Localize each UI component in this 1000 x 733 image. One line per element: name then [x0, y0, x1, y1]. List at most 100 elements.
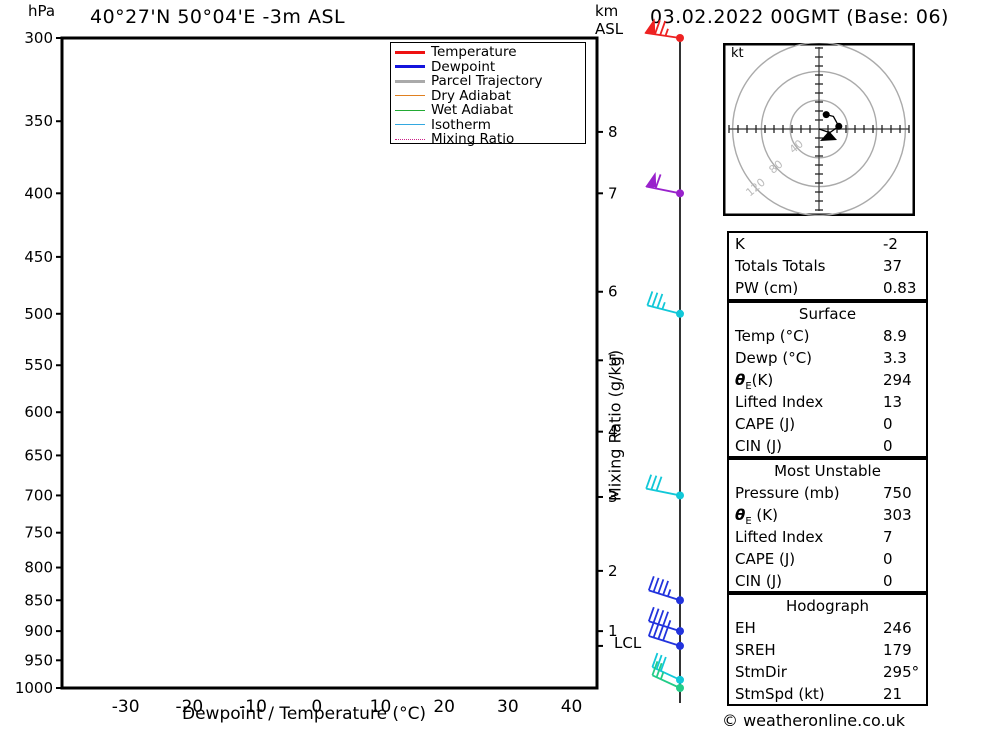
temperature-tick-label: -20 [175, 697, 203, 717]
table-row: SREH 179 [729, 639, 926, 661]
index-value: 294 [883, 371, 912, 389]
legend-item: Parcel Trajectory [391, 74, 585, 89]
temperature-tick-label: 40 [561, 697, 583, 717]
index-value: -2 [883, 235, 898, 253]
index-value: 21 [883, 685, 903, 703]
pressure-tick-label: 750 [24, 524, 53, 542]
pressure-tick-label: 500 [24, 305, 53, 323]
copyright-text: © weatheronline.co.uk [722, 711, 905, 730]
index-label: Temp (°C) [735, 327, 810, 345]
index-label: CIN (J) [735, 437, 783, 455]
wind-barb [645, 474, 684, 500]
wind-barb [647, 576, 684, 605]
pressure-tick-label: 600 [24, 403, 53, 421]
index-value: 750 [883, 484, 912, 502]
index-label: Totals Totals [735, 257, 826, 275]
legend-item: Temperature [391, 45, 585, 60]
legend-label: Dry Adiabat [431, 87, 511, 104]
legend-swatch [395, 95, 425, 97]
legend-item: Dewpoint [391, 59, 585, 75]
index-label: K [735, 235, 745, 253]
table-row: Lifted Index 13 [729, 391, 926, 413]
index-value: 0 [883, 415, 893, 433]
skewt-diagram[interactable]: 2300350400450500550600650700750800850900… [0, 0, 700, 733]
index-label: Lifted Index [735, 393, 824, 411]
altitude-tick-label: 1 [608, 622, 618, 640]
pressure-tick-label: 850 [24, 591, 53, 609]
index-value: 303 [883, 506, 912, 524]
index-value: 0 [883, 572, 893, 590]
pressure-tick-label: 650 [24, 446, 53, 464]
legend-label: Isotherm [431, 116, 491, 133]
pressure-tick-label: 950 [24, 651, 53, 669]
legend: Temperature Dewpoint Parcel Trajectory Dry … [390, 42, 586, 147]
mixing-ratio-axis-label-wrap: Mixing Ratio (g/kg) [597, 340, 625, 540]
index-value: 0 [883, 550, 893, 568]
legend-swatch [395, 109, 425, 111]
index-label: StmDir [735, 663, 787, 681]
legend-item: Wet Adiabat [391, 103, 585, 118]
wind-barb [651, 652, 684, 684]
pressure-tick-label: 700 [24, 486, 53, 504]
index-label: Dewp (°C) [735, 349, 813, 367]
table-row: Lifted Index 7 [729, 526, 926, 548]
mixing-ratio-axis-label: Mixing Ratio (g/kg) [605, 349, 625, 502]
altitude-tick-label: 3 [608, 488, 618, 506]
index-value: 179 [883, 641, 912, 659]
index-value: 0 [883, 437, 893, 455]
index-value: 246 [883, 619, 912, 637]
legend-swatch [395, 124, 425, 126]
index-value: 13 [883, 393, 903, 411]
temperature-tick-label: -30 [112, 697, 140, 717]
pressure-tick-label: 300 [24, 29, 53, 47]
right-axis-unit-asl: ASL [595, 20, 624, 38]
index-value: 8.9 [883, 327, 907, 345]
index-label: CIN (J) [735, 572, 783, 590]
temperature-tick-label: 10 [370, 697, 392, 717]
x-axis-label: Dewpoint / Temperature (°C) [182, 704, 427, 724]
table-row: θE (K) 303 [729, 504, 926, 527]
right-axis-unit-km: km [595, 2, 619, 20]
wind-barb [651, 660, 684, 692]
legend-swatch [395, 138, 425, 140]
indices-summary-table: K -2 Totals Totals 37 PW (cm) 0.83 [727, 231, 928, 301]
table-row: CIN (J) 0 [729, 570, 926, 592]
table-row: EH 246 [729, 617, 926, 639]
index-label: Pressure (mb) [735, 484, 840, 502]
index-label: StmSpd (kt) [735, 685, 825, 703]
hodograph-unit-label: kt [731, 46, 744, 61]
index-label: CAPE (J) [735, 550, 796, 568]
wind-barb [644, 18, 684, 42]
table-row: PW (cm) 0.83 [729, 277, 926, 299]
table-row: Dewp (°C) 3.3 [729, 347, 926, 369]
legend-swatch [395, 50, 425, 54]
run-title: 03.02.2022 00GMT (Base: 06) [650, 6, 949, 28]
legend-label: Wet Adiabat [431, 102, 514, 118]
pressure-tick-label: 900 [24, 622, 53, 640]
pressure-tick-label: 800 [24, 559, 53, 577]
table-heading: Most Unstable [774, 462, 881, 480]
pressure-tick-label: 550 [24, 356, 53, 374]
lcl-label: LCL [614, 634, 642, 652]
hodograph-stats-table: Hodograph EH 246 SREH 179 StmDir 295° StmSpd (k… [727, 593, 928, 706]
wind-barb [646, 291, 684, 318]
pressure-tick-label: 450 [24, 248, 53, 266]
table-row: K -2 [729, 233, 926, 255]
legend-label: Mixing Ratio [431, 131, 515, 147]
index-label: PW (cm) [735, 279, 799, 297]
most-unstable-table: Most Unstable Pressure (mb) 750 θE (K) 303 Li… [727, 458, 928, 593]
table-row: Pressure (mb) 750 [729, 482, 926, 504]
index-label: θE(K) [735, 371, 774, 392]
page-title: 40°27'N 50°04'E -3m ASL [90, 6, 346, 28]
table-row: CAPE (J) 0 [729, 548, 926, 570]
index-label: Lifted Index [735, 528, 824, 546]
altitude-tick-label: 2 [608, 562, 618, 580]
pressure-tick-label: 350 [24, 112, 53, 130]
legend-swatch [395, 79, 425, 83]
table-row: Totals Totals 37 [729, 255, 926, 277]
index-value: 7 [883, 528, 893, 546]
altitude-tick-label: 5 [608, 351, 618, 369]
index-label: θE (K) [735, 506, 778, 527]
pressure-tick-label: 1000 [15, 679, 53, 697]
